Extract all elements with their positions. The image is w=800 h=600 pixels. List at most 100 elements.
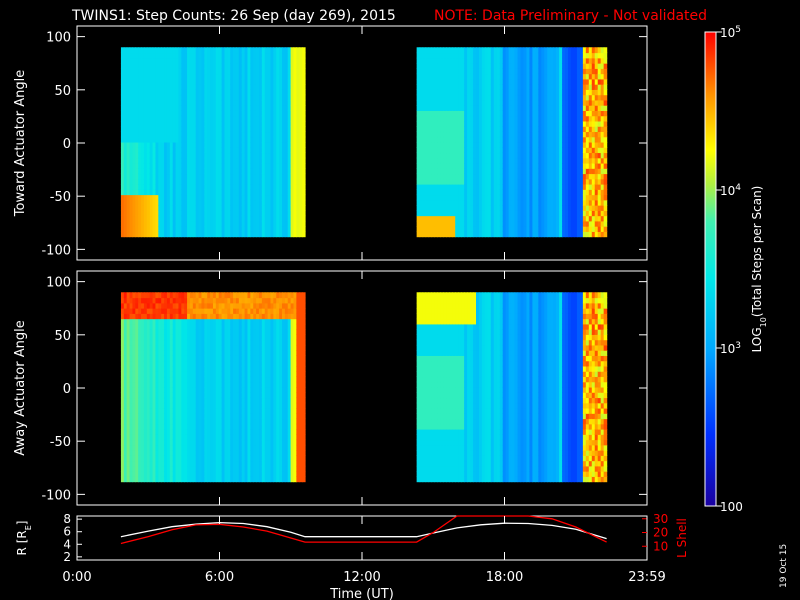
heatmap-cell (461, 68, 465, 75)
heatmap-cell (458, 84, 462, 90)
heatmap-cell (571, 89, 575, 96)
heatmap-cell (556, 47, 560, 54)
heatmap-cell (431, 63, 436, 69)
heatmap-cell (161, 184, 165, 190)
heatmap-cell (603, 52, 608, 59)
heatmap-cell (576, 141, 581, 148)
heatmap-cell (256, 57, 260, 64)
heatmap-cell (123, 392, 128, 399)
heatmap-cell (431, 173, 436, 180)
heatmap-cell (158, 194, 162, 201)
heatmap-cell (505, 136, 510, 143)
heatmap-cell (158, 131, 162, 138)
heatmap-cell (227, 89, 231, 96)
heatmap-cell (600, 73, 605, 80)
heatmap-cell (529, 47, 534, 54)
heatmap-cell (579, 63, 584, 69)
heatmap-cell (132, 184, 136, 190)
heatmap-cell (129, 318, 134, 325)
heatmap-cell (550, 68, 554, 75)
heatmap-cell (187, 136, 191, 143)
heatmap-cell (499, 131, 504, 138)
heatmap-cell (181, 173, 185, 180)
heatmap-cell (146, 173, 151, 180)
heatmap-cell (261, 168, 266, 175)
heatmap-cell (178, 157, 182, 164)
heatmap-cell (594, 157, 599, 164)
heatmap-cell (464, 120, 468, 127)
heatmap-cell (434, 141, 439, 148)
heatmap-cell (287, 220, 292, 227)
heatmap-cell (440, 57, 444, 64)
heatmap-cell (129, 423, 134, 430)
heatmap-cell (520, 84, 525, 90)
heatmap-cell (568, 178, 572, 185)
heatmap-cell (129, 78, 134, 85)
heatmap-cell (461, 126, 465, 133)
heatmap-cell (120, 136, 125, 143)
heatmap-cell (212, 126, 217, 133)
heatmap-cell (579, 110, 584, 117)
heatmap-cell (287, 110, 292, 117)
heatmap-cell (138, 329, 142, 335)
heatmap-cell (258, 52, 263, 59)
heatmap-cell (187, 194, 191, 201)
heatmap-cell (126, 141, 131, 148)
heatmap-cell (166, 105, 171, 111)
heatmap-cell (505, 220, 510, 227)
heatmap-cell (244, 126, 249, 133)
heatmap-cell (152, 63, 157, 69)
heatmap-cell (164, 220, 168, 227)
heatmap-cell (172, 231, 177, 238)
heatmap-cell (164, 210, 168, 217)
heatmap-cell (431, 110, 436, 117)
heatmap-cell (241, 168, 246, 175)
heatmap-cell (192, 47, 197, 54)
heatmap-cell (192, 168, 197, 175)
heatmap-cell (511, 131, 516, 138)
heatmap-cell (235, 131, 240, 138)
heatmap-cell (244, 220, 249, 227)
heatmap-cell (276, 84, 280, 90)
heatmap-cell (281, 226, 286, 232)
heatmap-cell (201, 126, 205, 133)
heatmap-cell (210, 141, 214, 148)
heatmap-cell (416, 131, 421, 138)
heatmap-cell (135, 344, 139, 351)
heatmap-cell (544, 189, 548, 196)
heatmap-cell (247, 194, 251, 201)
heatmap-cell (526, 73, 531, 80)
heatmap-cell (221, 105, 226, 111)
heatmap-cell (511, 89, 516, 96)
heatmap-cell (166, 226, 171, 232)
heatmap-cell (565, 89, 569, 96)
heatmap-cell (437, 63, 441, 69)
heatmap-cell (235, 205, 240, 211)
heatmap-cell (187, 115, 191, 122)
heatmap-cell (437, 184, 441, 190)
heatmap-cell (293, 78, 297, 85)
heatmap-cell (250, 173, 254, 180)
heatmap-cell (267, 136, 272, 143)
heatmap-cell (169, 199, 174, 206)
heatmap-cell (597, 73, 602, 80)
heatmap-cell (241, 152, 246, 159)
heatmap-cell (175, 126, 180, 133)
heatmap-cell (571, 168, 575, 175)
heatmap-cell (299, 57, 303, 64)
heatmap-cell (241, 84, 246, 90)
heatmap-cell (129, 120, 134, 127)
heatmap-cell (212, 184, 217, 190)
heatmap-cell (487, 220, 492, 227)
heatmap-cell (302, 194, 306, 201)
heatmap-cell (233, 68, 237, 75)
heatmap-cell (526, 63, 531, 69)
heatmap-cell (149, 63, 154, 69)
heatmap-cell (235, 189, 240, 196)
heatmap-cell (241, 178, 246, 185)
heatmap-cell (470, 110, 474, 117)
heatmap-cell (473, 173, 477, 180)
heatmap-cell (594, 105, 599, 111)
heatmap-cell (123, 105, 128, 111)
heatmap-cell (224, 147, 228, 154)
